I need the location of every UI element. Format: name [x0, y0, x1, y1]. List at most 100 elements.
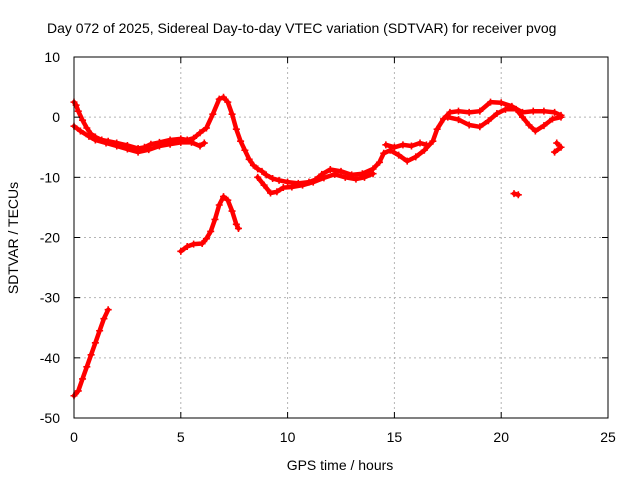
data-point — [196, 142, 204, 150]
data-point — [422, 141, 430, 149]
data-point — [337, 167, 345, 175]
data-point — [476, 107, 484, 115]
data-point — [241, 146, 249, 154]
data-point — [91, 339, 99, 347]
data-point — [540, 122, 548, 130]
y-tick-label: -30 — [40, 290, 60, 306]
data-point — [341, 173, 349, 181]
axis-ticks: 0 5 10 15 20 25 -50 -40 -30 -20 -10 0 10 — [40, 49, 616, 445]
series-arc-3 — [254, 170, 377, 197]
data-point — [220, 93, 228, 101]
data-point — [476, 123, 484, 131]
data-point — [83, 124, 91, 132]
data-point — [177, 247, 185, 255]
data-point — [465, 108, 473, 116]
data-point — [454, 107, 462, 115]
series-arc-5 — [444, 105, 565, 135]
data-point — [369, 170, 377, 178]
data-point — [454, 116, 462, 124]
data-point — [326, 166, 334, 174]
data-point — [76, 127, 84, 135]
data-point — [487, 98, 495, 106]
data-point — [211, 215, 219, 223]
data-point — [380, 149, 388, 157]
x-tick-label: 20 — [493, 429, 509, 445]
data-point — [123, 145, 131, 153]
data-point — [228, 207, 236, 215]
data-point — [232, 220, 240, 228]
data-point — [551, 108, 559, 116]
data-point — [375, 158, 383, 166]
data-point — [501, 105, 509, 113]
y-tick-label: 10 — [44, 49, 60, 65]
data-point — [420, 146, 428, 154]
data-point — [493, 110, 501, 118]
data-point — [209, 110, 217, 118]
data-point — [145, 146, 153, 154]
data-point — [134, 148, 142, 156]
series-arc-6 — [551, 139, 565, 156]
data-point — [403, 157, 411, 165]
data-point — [331, 170, 339, 178]
data-point — [254, 165, 262, 173]
data-point — [529, 107, 537, 115]
data-point — [288, 183, 296, 191]
data-point — [207, 227, 215, 235]
data-point — [497, 99, 505, 107]
data-point — [228, 110, 236, 118]
chart-title: Day 072 of 2025, Sidereal Day-to-day VTE… — [47, 20, 556, 36]
data-point — [512, 105, 520, 113]
y-tick-label: -20 — [40, 230, 60, 246]
data-series — [70, 93, 565, 400]
data-point — [245, 155, 253, 163]
data-point — [187, 138, 195, 146]
y-tick-label: -10 — [40, 169, 60, 185]
data-point — [85, 132, 93, 140]
series-arc-4 — [382, 139, 430, 151]
x-tick-label: 15 — [387, 429, 403, 445]
x-tick-label: 5 — [177, 429, 185, 445]
data-point — [260, 181, 268, 189]
data-point — [202, 235, 210, 243]
data-point — [551, 148, 559, 156]
data-point — [519, 113, 527, 121]
series-arc-9 — [70, 306, 112, 400]
data-point — [87, 351, 95, 359]
data-point — [510, 190, 518, 198]
data-point — [269, 175, 277, 183]
data-point — [74, 107, 82, 115]
x-tick-label: 0 — [70, 429, 78, 445]
data-point — [553, 139, 561, 147]
series-line — [178, 194, 241, 254]
data-point — [275, 176, 283, 184]
data-point — [407, 142, 415, 150]
data-point — [177, 138, 185, 146]
y-axis-label: SDTVAR / TECUs — [5, 182, 21, 294]
data-point — [74, 387, 82, 395]
data-point — [484, 117, 492, 125]
data-point — [183, 243, 191, 251]
data-point — [79, 116, 87, 124]
data-point — [258, 167, 266, 175]
data-point — [279, 184, 287, 192]
y-tick-label: -40 — [40, 350, 60, 366]
data-point — [531, 127, 539, 135]
data-point — [166, 140, 174, 148]
series-arc-1 — [70, 93, 565, 187]
data-point — [232, 125, 240, 133]
data-point — [262, 171, 270, 179]
data-point — [382, 141, 390, 149]
data-point — [79, 375, 87, 383]
data-point — [237, 137, 245, 145]
data-point — [557, 113, 565, 121]
data-point — [444, 113, 452, 121]
data-point — [412, 153, 420, 161]
data-point — [224, 98, 232, 106]
data-point — [102, 139, 110, 147]
series-arc-2 — [70, 122, 208, 156]
data-point — [514, 191, 522, 199]
data-point — [83, 363, 91, 371]
y-tick-label: 0 — [52, 109, 60, 125]
data-point — [198, 240, 206, 248]
data-point — [309, 178, 317, 186]
